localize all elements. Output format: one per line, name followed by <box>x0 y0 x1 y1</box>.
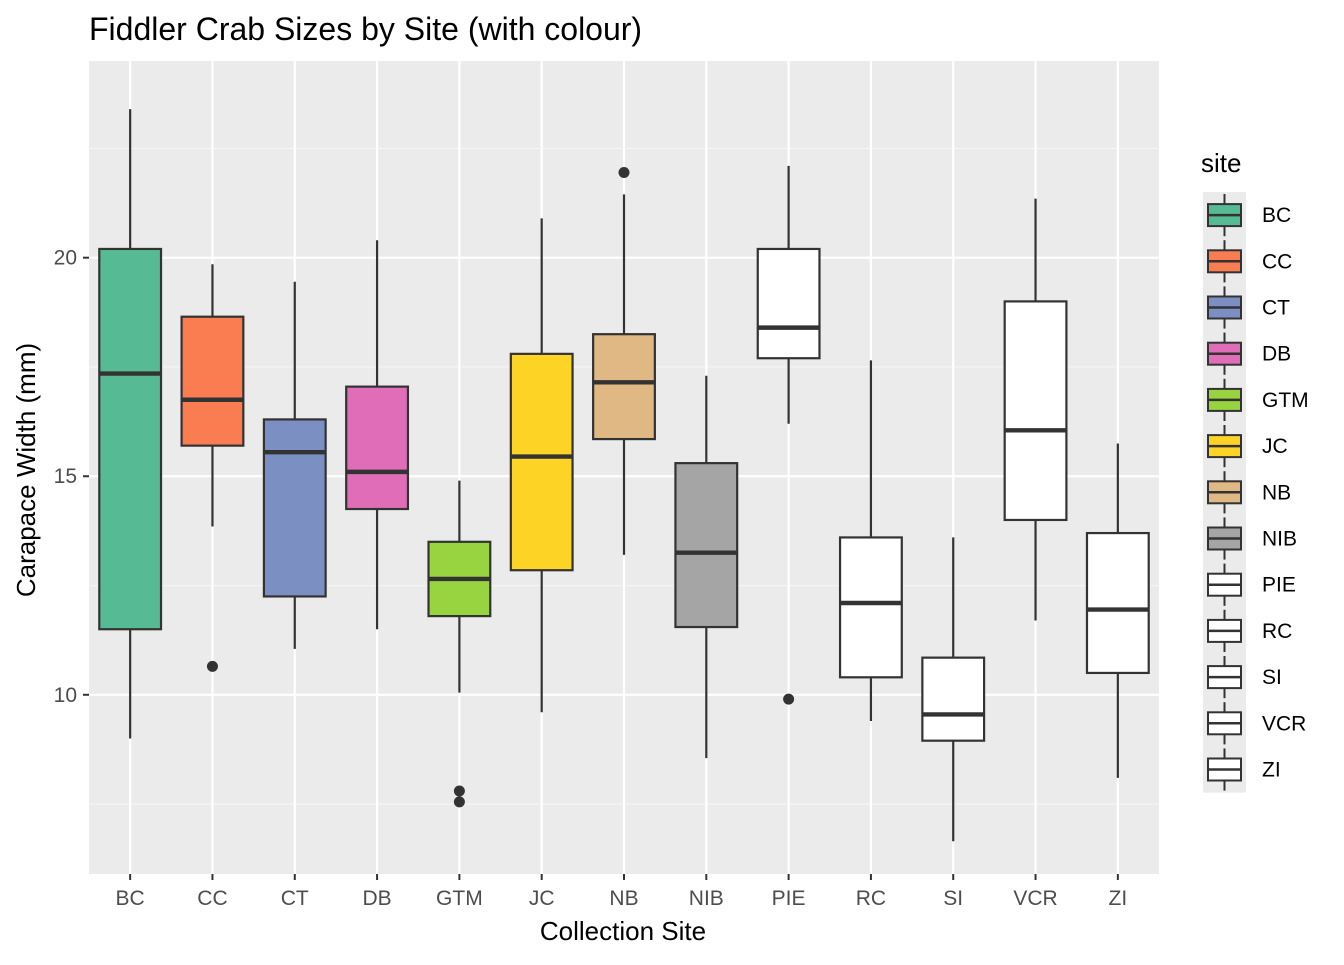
box-bc <box>98 109 163 739</box>
x-tick-label: PIE <box>772 887 806 910</box>
legend-label: BC <box>1262 204 1291 227</box>
box-iqr <box>838 536 903 679</box>
box-jc <box>509 218 574 713</box>
box-vcr <box>1003 198 1068 621</box>
x-tick-label: NIB <box>689 887 724 910</box>
x-axis: BC CC CT DB GTM JC NB NIB PIE RC SI VCR ZI <box>116 874 1128 910</box>
box-iqr <box>180 315 245 447</box>
chart-title: Fiddler Crab Sizes by Site (with colour) <box>89 11 642 47</box>
legend-label: SI <box>1262 666 1282 689</box>
y-tick-label: 15 <box>54 465 77 488</box>
box-iqr <box>921 656 986 742</box>
box-iqr <box>1003 300 1068 522</box>
box-iqr <box>756 247 821 360</box>
y-axis-title: Carapace Width (mm) <box>11 343 41 597</box>
box-zi <box>1085 443 1150 778</box>
x-tick-label: NB <box>609 887 638 910</box>
legend-item-nib: NIB <box>1207 517 1297 560</box>
box-db <box>345 240 410 630</box>
legend-item-jc: JC <box>1207 425 1288 468</box>
box-ct <box>262 281 327 649</box>
x-tick-label: BC <box>116 887 145 910</box>
box-iqr <box>1085 531 1150 675</box>
box-iqr <box>592 333 656 441</box>
box-iqr <box>345 385 410 511</box>
box-cc <box>180 264 245 672</box>
legend-label: ZI <box>1262 759 1281 782</box>
box-iqr <box>674 462 739 629</box>
y-tick-label: 10 <box>54 684 77 707</box>
x-tick-label: CC <box>197 887 227 910</box>
x-tick-label: ZI <box>1109 887 1128 910</box>
box-iqr <box>509 352 574 572</box>
legend-item-zi: ZI <box>1207 748 1281 791</box>
legend-label: RC <box>1262 620 1292 643</box>
legend-item-db: DB <box>1207 332 1291 375</box>
outlier-point <box>453 785 465 797</box>
x-axis-title: Collection Site <box>540 916 706 946</box>
legend-item-gtm: GTM <box>1207 378 1309 421</box>
box-si <box>921 537 986 842</box>
outlier-point <box>618 166 630 178</box>
legend-item-cc: CC <box>1207 240 1292 283</box>
box-nib <box>674 375 739 759</box>
x-tick-label: GTM <box>436 887 483 910</box>
legend-item-nb: NB <box>1207 471 1291 514</box>
legend-label: CT <box>1262 297 1290 320</box>
outlier-point <box>206 660 218 672</box>
legend-item-vcr: VCR <box>1207 702 1306 745</box>
legend-item-rc: RC <box>1207 609 1292 652</box>
legend-label: CC <box>1262 250 1292 273</box>
x-tick-label: CT <box>281 887 309 910</box>
box-iqr <box>262 418 327 598</box>
boxes-layer <box>98 109 1150 842</box>
outlier-point <box>783 693 795 705</box>
x-tick-label: JC <box>529 887 555 910</box>
legend-label: GTM <box>1262 389 1309 412</box>
legend-label: JC <box>1262 435 1288 458</box>
legend-label: DB <box>1262 343 1291 366</box>
box-pie <box>756 165 821 705</box>
legend-item-bc: BC <box>1207 194 1291 237</box>
legend-item-si: SI <box>1207 656 1282 699</box>
box-gtm <box>427 480 492 808</box>
legend-title: site <box>1201 148 1241 178</box>
box-iqr <box>98 247 163 631</box>
x-tick-label: DB <box>362 887 391 910</box>
x-tick-label: SI <box>943 887 963 910</box>
legend-label: VCR <box>1262 712 1306 735</box>
outlier-point <box>453 796 465 808</box>
legend: site BC CC CT DB GTM JC NB NIB PIE RC SI VCR ZI <box>1201 148 1309 793</box>
legend-label: NIB <box>1262 528 1297 551</box>
box-rc <box>838 360 903 722</box>
box-nb <box>592 166 656 555</box>
legend-label: PIE <box>1262 574 1296 597</box>
x-tick-label: RC <box>856 887 886 910</box>
legend-item-pie: PIE <box>1207 563 1296 606</box>
legend-item-ct: CT <box>1207 286 1290 329</box>
legend-label: NB <box>1262 481 1291 504</box>
y-axis: 10 15 20 <box>54 247 89 707</box>
y-tick-label: 20 <box>54 247 77 270</box>
x-tick-label: VCR <box>1013 887 1057 910</box>
